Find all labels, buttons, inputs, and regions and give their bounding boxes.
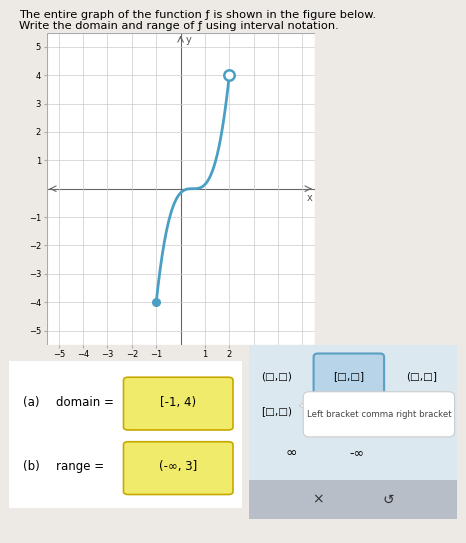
FancyBboxPatch shape (5, 359, 245, 510)
Text: range =: range = (56, 460, 104, 473)
Polygon shape (299, 400, 309, 411)
FancyBboxPatch shape (249, 481, 457, 519)
FancyBboxPatch shape (123, 442, 233, 495)
Text: (b): (b) (23, 460, 40, 473)
Text: ×: × (312, 493, 323, 507)
Text: (□,□]: (□,□] (406, 371, 437, 381)
FancyBboxPatch shape (314, 353, 384, 399)
Text: [□,□]: [□,□] (333, 371, 364, 381)
Text: ↺: ↺ (383, 493, 394, 507)
Text: Left bracket comma right bracket: Left bracket comma right bracket (307, 410, 451, 419)
Text: y: y (186, 35, 192, 45)
Text: ∞: ∞ (285, 446, 296, 459)
Text: [-1, 4): [-1, 4) (160, 396, 196, 409)
FancyBboxPatch shape (303, 392, 455, 437)
Text: domain =: domain = (56, 396, 114, 409)
Text: (□,□): (□,□) (261, 371, 292, 381)
Text: (a): (a) (23, 396, 40, 409)
Text: x: x (307, 193, 313, 204)
Text: (-∞, 3]: (-∞, 3] (159, 460, 198, 473)
Text: [□,□): [□,□) (261, 406, 292, 416)
Text: The entire graph of the function ƒ is shown in the figure below.: The entire graph of the function ƒ is sh… (19, 10, 376, 20)
Text: Write the domain and range of ƒ using interval notation.: Write the domain and range of ƒ using in… (19, 21, 338, 30)
Text: -∞: -∞ (350, 446, 364, 459)
FancyBboxPatch shape (243, 339, 463, 524)
FancyBboxPatch shape (123, 377, 233, 430)
